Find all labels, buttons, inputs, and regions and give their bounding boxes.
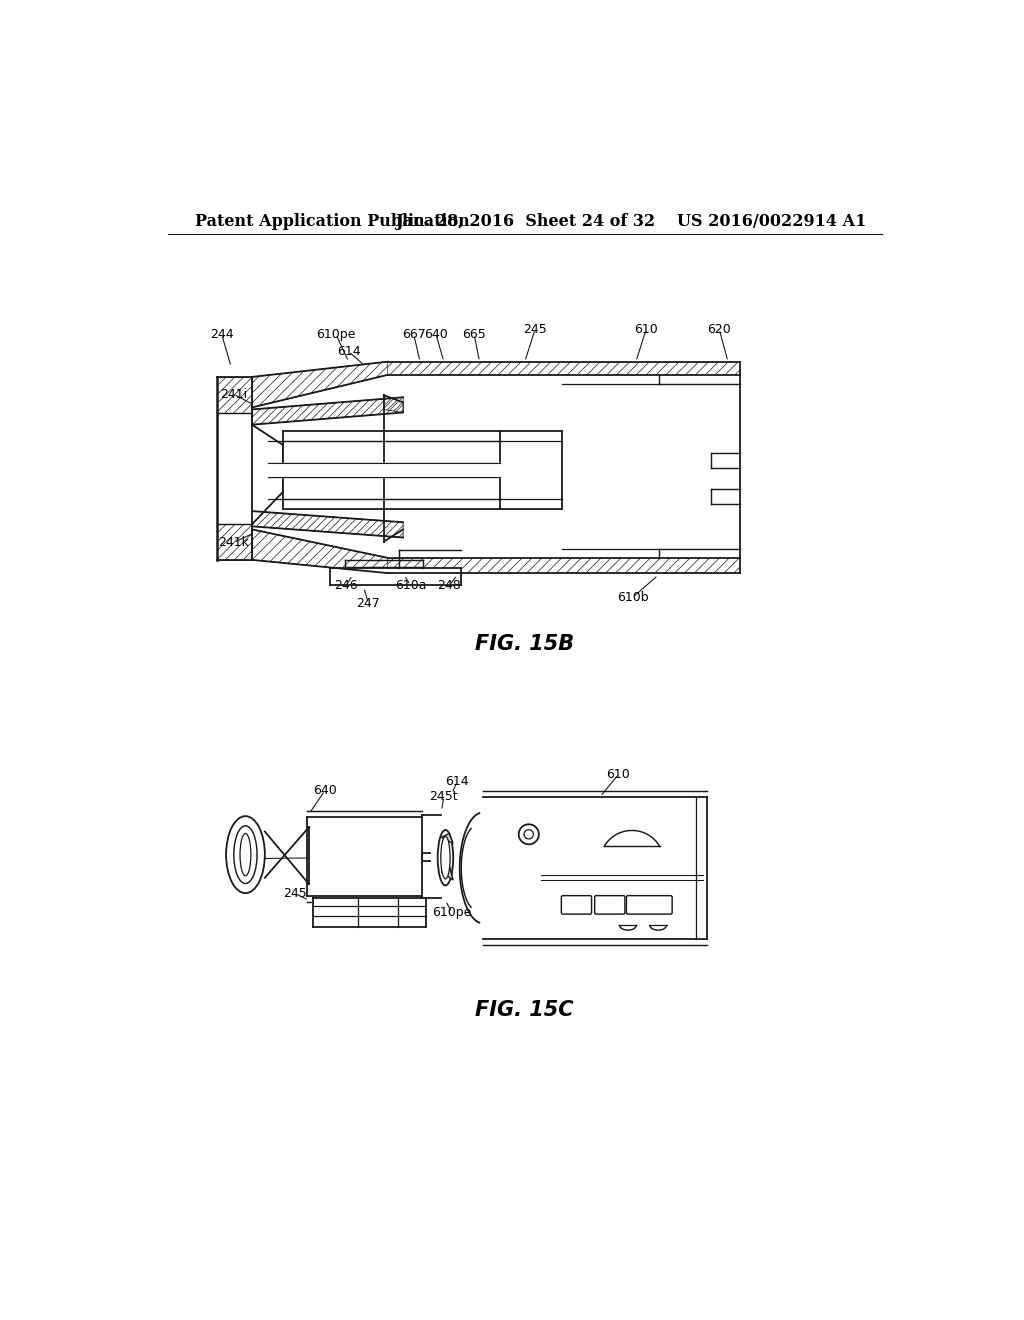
Polygon shape: [252, 412, 283, 524]
Text: 244: 244: [210, 327, 233, 341]
Text: 246: 246: [335, 578, 358, 591]
Circle shape: [519, 824, 539, 845]
Text: 665: 665: [462, 327, 485, 341]
Text: 248: 248: [437, 578, 461, 591]
Polygon shape: [441, 833, 453, 843]
Ellipse shape: [437, 830, 454, 886]
Polygon shape: [265, 828, 309, 884]
FancyBboxPatch shape: [561, 896, 592, 915]
FancyBboxPatch shape: [627, 896, 672, 915]
Text: 610: 610: [606, 768, 631, 781]
Polygon shape: [441, 865, 453, 880]
Text: Patent Application Publication: Patent Application Publication: [196, 213, 470, 230]
Ellipse shape: [233, 826, 257, 883]
Text: 245t: 245t: [429, 791, 458, 803]
Circle shape: [524, 830, 534, 840]
Text: 667: 667: [401, 327, 426, 341]
Text: 241i: 241i: [220, 388, 247, 401]
Text: 610: 610: [634, 322, 658, 335]
Text: 241k: 241k: [218, 536, 249, 549]
Text: 241k: 241k: [344, 906, 375, 919]
Text: 610pe: 610pe: [316, 327, 355, 341]
Ellipse shape: [240, 833, 251, 875]
Text: FIG. 15B: FIG. 15B: [475, 634, 574, 655]
Text: 610a: 610a: [395, 578, 426, 591]
Ellipse shape: [226, 816, 265, 894]
Text: 614: 614: [337, 345, 360, 358]
Text: 610b: 610b: [616, 591, 648, 605]
Text: 610pe: 610pe: [432, 906, 471, 919]
Text: 610b: 610b: [645, 920, 677, 933]
Text: 247: 247: [356, 597, 380, 610]
Text: Jan. 28, 2016  Sheet 24 of 32: Jan. 28, 2016 Sheet 24 of 32: [394, 213, 655, 230]
Text: 640: 640: [313, 784, 337, 797]
Text: FIG. 15C: FIG. 15C: [475, 1001, 574, 1020]
Ellipse shape: [440, 837, 451, 879]
Text: 245: 245: [283, 887, 306, 900]
Text: 620: 620: [708, 322, 731, 335]
Text: 245: 245: [523, 322, 547, 335]
Text: 640: 640: [424, 327, 447, 341]
Text: 610a: 610a: [563, 920, 595, 933]
Text: 614: 614: [445, 775, 469, 788]
FancyBboxPatch shape: [595, 896, 625, 915]
Text: US 2016/0022914 A1: US 2016/0022914 A1: [677, 213, 866, 230]
